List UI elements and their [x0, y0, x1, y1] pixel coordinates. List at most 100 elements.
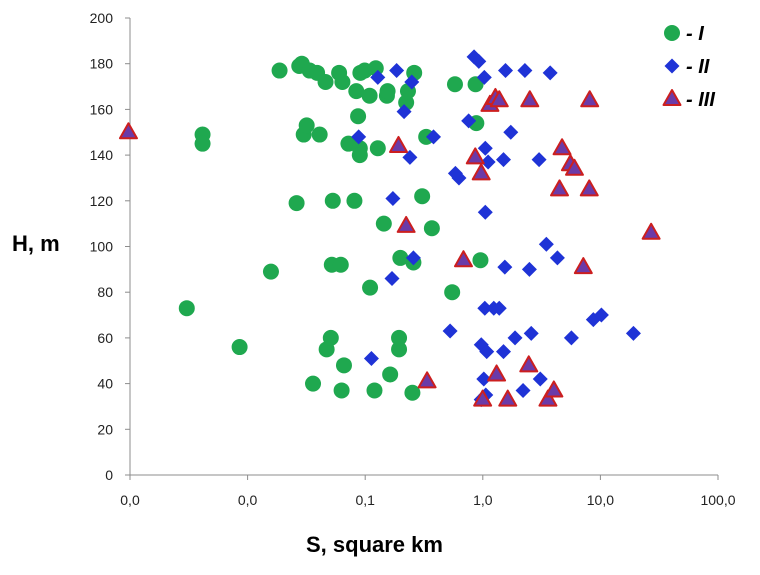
series-2-point [461, 113, 477, 129]
series-2-point [477, 204, 493, 220]
series-2-point [384, 270, 400, 286]
series-2-point [531, 152, 547, 168]
series-2-point [515, 382, 531, 398]
series-1-point [322, 329, 339, 346]
series-1-point [392, 249, 409, 266]
legend-label-2: - II [686, 56, 710, 78]
series-1-point [361, 87, 378, 104]
series-3-point [453, 250, 473, 268]
series-1-point [231, 339, 248, 356]
series-2-point [498, 63, 514, 79]
series-2-point [538, 236, 554, 252]
legend-label-1: - I [686, 23, 704, 45]
series-3-point [519, 355, 539, 373]
series-2-point [385, 191, 401, 207]
series-3-points [118, 87, 661, 407]
series-2-point [503, 124, 519, 140]
legend-marker-2 [664, 58, 680, 74]
series-1-point [391, 341, 408, 358]
legend-label-3: - III [686, 89, 715, 111]
series-3-point [396, 215, 416, 233]
x-tick-label: 1,0 [473, 492, 493, 508]
series-2-point [491, 300, 507, 316]
series-2-point [549, 250, 565, 266]
series-1-point [404, 384, 421, 401]
x-tick-label: 0,1 [355, 492, 375, 508]
y-tick-label: 20 [97, 421, 113, 437]
series-3-point [641, 222, 661, 240]
series-1-points [178, 55, 489, 401]
series-3-point [473, 389, 493, 407]
series-1-point [324, 192, 341, 209]
y-tick-label: 160 [90, 101, 114, 117]
legend-marker-3 [662, 89, 682, 106]
series-1-point [262, 263, 279, 280]
x-tick-label: 100,0 [700, 492, 735, 508]
series-2-point [521, 261, 537, 277]
series-2-point [507, 330, 523, 346]
series-1-point [311, 126, 328, 143]
series-2-point [625, 325, 641, 341]
series-2-point [542, 65, 558, 81]
series-2-point [426, 129, 442, 145]
series-2-point [451, 170, 467, 186]
series-2-point [351, 129, 367, 145]
y-tick-label: 80 [97, 284, 113, 300]
series-1-point [467, 76, 484, 93]
series-3-point [564, 158, 584, 176]
series-1-point [350, 108, 367, 125]
series-3-point [498, 389, 518, 407]
y-tick-label: 100 [90, 239, 114, 255]
series-1-point [333, 382, 350, 399]
series-2-point [496, 152, 512, 168]
series-1-point [351, 147, 368, 164]
series-2-point [497, 259, 513, 275]
series-2-point [517, 63, 533, 79]
series-1-point [472, 252, 489, 269]
series-3-point [465, 147, 485, 165]
y-tick-label: 180 [90, 56, 114, 72]
x-axis-title: S, square km [306, 532, 443, 557]
series-3-point [489, 90, 509, 108]
series-1-point [305, 375, 322, 392]
series-2-point [389, 63, 405, 79]
y-axis-title: H, m [12, 231, 60, 256]
series-2-point [404, 74, 420, 90]
x-tick-label: 0,0 [238, 492, 258, 508]
series-1-point [362, 279, 379, 296]
series-2-point [532, 371, 548, 387]
y-tick-label: 140 [90, 147, 114, 163]
series-1-point [298, 117, 315, 134]
series-1-point [444, 284, 461, 301]
series-1-point [178, 300, 195, 317]
series-1-point [375, 215, 392, 232]
series-2-point [405, 250, 421, 266]
legend-marker-1 [664, 25, 680, 41]
series-1-point [369, 140, 386, 157]
y-tick-label: 40 [97, 376, 113, 392]
series-2-point [402, 149, 418, 165]
series-1-point [317, 73, 334, 90]
series-3-point [573, 257, 593, 275]
series-1-point [446, 76, 463, 93]
series-1-point [335, 357, 352, 374]
series-3-point [389, 135, 409, 153]
series-1-point [334, 73, 351, 90]
series-3-point [538, 389, 558, 407]
y-tick-label: 120 [90, 193, 114, 209]
series-1-point [382, 366, 399, 383]
series-2-point [480, 154, 496, 170]
series-2-point [471, 53, 487, 69]
series-2-point [442, 323, 458, 339]
series-2-point [523, 325, 539, 341]
series-2-point [593, 307, 609, 323]
series-3-point [580, 90, 600, 108]
series-2-point [476, 371, 492, 387]
y-tick-label: 60 [97, 330, 113, 346]
x-tick-label: 10,0 [587, 492, 614, 508]
series-1-point [288, 195, 305, 212]
series-1-point [271, 62, 288, 79]
series-2-point [476, 69, 492, 85]
